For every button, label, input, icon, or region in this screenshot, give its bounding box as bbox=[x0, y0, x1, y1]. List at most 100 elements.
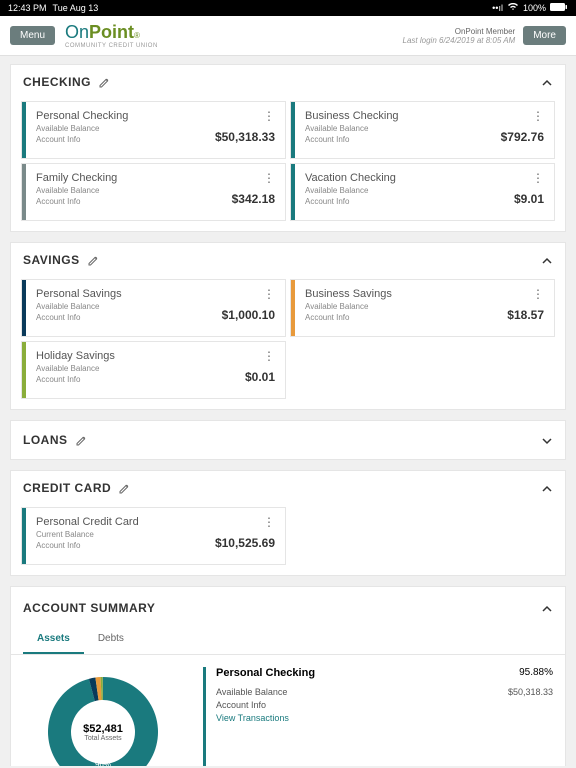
tab-debts[interactable]: Debts bbox=[84, 625, 138, 654]
chevron-up-icon bbox=[541, 254, 553, 266]
account-card[interactable]: Holiday Savings Available Balance Accoun… bbox=[21, 341, 286, 399]
battery-pct: 100% bbox=[523, 3, 546, 13]
account-sub2: Account Info bbox=[36, 541, 139, 550]
more-dots-icon[interactable]: ⋮ bbox=[263, 110, 275, 122]
edit-icon[interactable] bbox=[88, 255, 98, 265]
credit-title: CREDIT CARD bbox=[23, 481, 111, 495]
logo-on: On bbox=[65, 22, 89, 43]
donut-pct: 96% bbox=[95, 760, 111, 766]
account-sub2: Account Info bbox=[305, 135, 399, 144]
detail-pct: 95.88% bbox=[519, 667, 553, 679]
account-card[interactable]: Personal Savings Available Balance Accou… bbox=[21, 279, 286, 337]
edit-icon[interactable] bbox=[76, 435, 86, 445]
account-name: Family Checking bbox=[36, 172, 117, 184]
edit-icon[interactable] bbox=[99, 77, 109, 87]
account-name: Personal Savings bbox=[36, 288, 122, 300]
checking-header[interactable]: CHECKING bbox=[11, 65, 565, 99]
account-name: Business Savings bbox=[305, 288, 392, 300]
more-dots-icon[interactable]: ⋮ bbox=[532, 110, 544, 122]
wifi-icon bbox=[507, 3, 519, 13]
chevron-up-icon bbox=[541, 76, 553, 88]
member-name: OnPoint Member bbox=[403, 27, 516, 36]
edit-icon[interactable] bbox=[119, 483, 129, 493]
account-sub1: Available Balance bbox=[36, 186, 117, 195]
account-balance: $18.57 bbox=[507, 308, 544, 322]
account-sub1: Available Balance bbox=[305, 124, 399, 133]
account-name: Vacation Checking bbox=[305, 172, 396, 184]
content: CHECKING Personal Checking Available Bal… bbox=[0, 56, 576, 766]
summary-tabs: Assets Debts bbox=[11, 625, 565, 655]
more-dots-icon[interactable]: ⋮ bbox=[263, 516, 275, 528]
account-sub2: Account Info bbox=[36, 197, 117, 206]
account-card[interactable]: Personal Credit Card Current Balance Acc… bbox=[21, 507, 286, 565]
account-name: Personal Credit Card bbox=[36, 516, 139, 528]
account-sub2: Account Info bbox=[36, 375, 115, 384]
account-sub2: Account Info bbox=[305, 313, 392, 322]
account-name: Personal Checking bbox=[36, 110, 128, 122]
account-sub1: Available Balance bbox=[305, 302, 392, 311]
logo: On Point ® COMMUNITY CREDIT UNION bbox=[65, 22, 158, 49]
savings-header[interactable]: SAVINGS bbox=[11, 243, 565, 277]
savings-title: SAVINGS bbox=[23, 253, 80, 267]
loans-title: LOANS bbox=[23, 433, 68, 447]
menu-button[interactable]: Menu bbox=[10, 26, 55, 45]
account-balance: $50,318.33 bbox=[215, 130, 275, 144]
chevron-up-icon bbox=[541, 482, 553, 494]
account-sub1: Available Balance bbox=[305, 186, 396, 195]
savings-section: SAVINGS Personal Savings Available Balan… bbox=[10, 242, 566, 410]
account-sub2: Account Info bbox=[305, 197, 396, 206]
detail-row-value: $50,318.33 bbox=[508, 687, 553, 697]
summary-header[interactable]: ACCOUNT SUMMARY bbox=[11, 587, 565, 625]
account-name: Holiday Savings bbox=[36, 350, 115, 362]
account-name: Business Checking bbox=[305, 110, 399, 122]
credit-header[interactable]: CREDIT CARD bbox=[11, 471, 565, 505]
summary-section: ACCOUNT SUMMARY Assets Debts $52,481 Tot… bbox=[10, 586, 566, 766]
app-header: Menu On Point ® COMMUNITY CREDIT UNION O… bbox=[0, 16, 576, 56]
view-transactions-link[interactable]: View Transactions bbox=[216, 713, 553, 723]
detail-row-label: Available Balance bbox=[216, 687, 287, 697]
status-time: 12:43 PM bbox=[8, 3, 47, 13]
more-dots-icon[interactable]: ⋮ bbox=[263, 288, 275, 300]
account-balance: $9.01 bbox=[514, 192, 544, 206]
account-sub2: Account Info bbox=[36, 135, 128, 144]
more-dots-icon[interactable]: ⋮ bbox=[532, 288, 544, 300]
chevron-up-icon bbox=[541, 602, 553, 614]
loans-section: LOANS bbox=[10, 420, 566, 460]
status-bar: 12:43 PM Tue Aug 13 ••ıl 100% bbox=[0, 0, 576, 16]
account-card[interactable]: Business Savings Available Balance Accou… bbox=[290, 279, 555, 337]
account-balance: $792.76 bbox=[501, 130, 544, 144]
donut-label: Total Assets bbox=[83, 735, 123, 742]
detail-name: Personal Checking bbox=[216, 667, 315, 679]
more-dots-icon[interactable]: ⋮ bbox=[263, 172, 275, 184]
logo-point: Point bbox=[89, 22, 134, 43]
status-date: Tue Aug 13 bbox=[53, 3, 99, 13]
logo-subtitle: COMMUNITY CREDIT UNION bbox=[65, 43, 158, 49]
account-card[interactable]: Personal Checking Available Balance Acco… bbox=[21, 101, 286, 159]
chevron-down-icon bbox=[541, 434, 553, 446]
summary-detail: Personal Checking 95.88% Available Balan… bbox=[203, 667, 553, 766]
checking-section: CHECKING Personal Checking Available Bal… bbox=[10, 64, 566, 232]
more-dots-icon[interactable]: ⋮ bbox=[532, 172, 544, 184]
account-card[interactable]: Vacation Checking Available Balance Acco… bbox=[290, 163, 555, 221]
loans-header[interactable]: LOANS bbox=[11, 421, 565, 459]
more-dots-icon[interactable]: ⋮ bbox=[263, 350, 275, 362]
battery-icon bbox=[550, 3, 568, 13]
credit-section: CREDIT CARD Personal Credit Card Current… bbox=[10, 470, 566, 576]
summary-title: ACCOUNT SUMMARY bbox=[23, 601, 155, 615]
donut-total: $52,481 bbox=[83, 723, 123, 735]
account-sub1: Available Balance bbox=[36, 302, 122, 311]
account-sub1: Available Balance bbox=[36, 124, 128, 133]
more-button[interactable]: More bbox=[523, 26, 566, 45]
account-balance: $10,525.69 bbox=[215, 536, 275, 550]
account-balance: $0.01 bbox=[245, 370, 275, 384]
tab-assets[interactable]: Assets bbox=[23, 625, 84, 654]
account-sub1: Current Balance bbox=[36, 530, 139, 539]
last-login: Last login 6/24/2019 at 8:05 AM bbox=[403, 36, 516, 45]
signal-icon: ••ıl bbox=[492, 3, 503, 13]
checking-title: CHECKING bbox=[23, 75, 91, 89]
detail-row-label: Account Info bbox=[216, 700, 266, 710]
donut-chart: $52,481 Total Assets 96% bbox=[23, 667, 183, 766]
account-sub2: Account Info bbox=[36, 313, 122, 322]
account-card[interactable]: Business Checking Available Balance Acco… bbox=[290, 101, 555, 159]
account-card[interactable]: Family Checking Available Balance Accoun… bbox=[21, 163, 286, 221]
